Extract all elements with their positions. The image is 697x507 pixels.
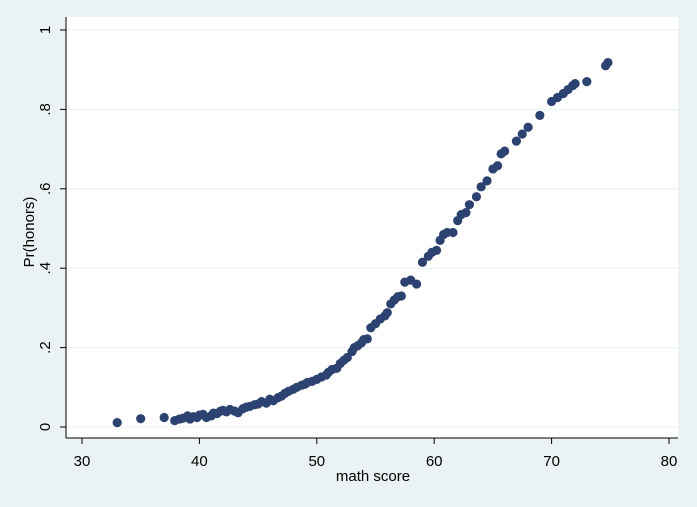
data-point — [112, 418, 122, 428]
data-point — [362, 334, 372, 344]
x-tick-label: 30 — [74, 453, 91, 470]
y-tick-label: 1 — [37, 26, 54, 34]
data-point — [492, 161, 503, 171]
x-axis-title: math score — [336, 468, 410, 485]
data-point — [517, 129, 527, 139]
data-point — [523, 122, 533, 132]
y-tick-label: .4 — [37, 262, 54, 275]
y-tick-label: .2 — [37, 341, 54, 354]
data-point — [570, 78, 580, 89]
data-point — [535, 110, 545, 120]
data-point — [511, 136, 521, 146]
data-point — [448, 227, 458, 238]
data-point — [500, 146, 510, 156]
data-point — [431, 245, 442, 255]
y-tick-label: .6 — [37, 183, 54, 196]
data-points — [112, 57, 613, 428]
data-point — [417, 257, 428, 267]
data-point — [396, 291, 406, 301]
x-tick-label: 70 — [543, 453, 560, 470]
y-tick-label: .8 — [37, 103, 54, 116]
x-tick-label: 40 — [191, 453, 208, 470]
data-point — [471, 192, 482, 202]
data-point — [482, 176, 492, 186]
x-tick-label: 60 — [426, 453, 443, 470]
data-point — [382, 308, 392, 318]
y-axis-title: Pr(honors) — [21, 197, 38, 268]
gridlines — [66, 29, 678, 428]
data-point — [159, 412, 169, 423]
data-point — [464, 200, 475, 210]
x-tick-label: 50 — [308, 453, 325, 470]
data-point — [461, 208, 471, 218]
axes: 0 .2 .4 .6 .8 1 30 40 50 60 70 80 — [37, 17, 678, 470]
data-point — [136, 414, 146, 424]
data-point — [476, 182, 486, 192]
data-point — [411, 279, 422, 289]
data-point — [582, 77, 592, 87]
data-point — [603, 57, 613, 68]
y-tick-label: 0 — [37, 423, 54, 431]
x-tick-label: 80 — [661, 453, 678, 470]
